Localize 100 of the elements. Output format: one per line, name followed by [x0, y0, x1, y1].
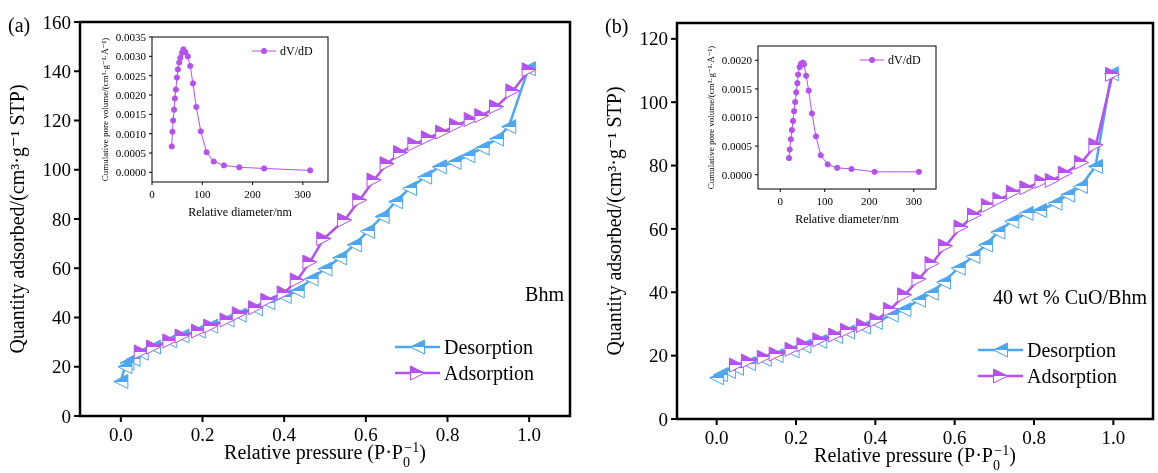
point: [1004, 213, 1020, 229]
point: [505, 83, 521, 99]
x-tick-label: 0.0: [704, 427, 729, 449]
point: [420, 130, 436, 146]
point: [261, 165, 268, 172]
y-tick-label: 160: [42, 11, 71, 33]
y-tick-label: 0.0020: [721, 54, 753, 67]
point: [1074, 154, 1090, 170]
y-tick-label: 0: [658, 408, 668, 430]
x-tick-label: 100: [816, 194, 834, 207]
point: [346, 237, 362, 253]
point: [923, 285, 939, 301]
y-tick-label: 0.0005: [721, 139, 753, 152]
y-tick-label: 120: [639, 28, 668, 50]
point: [1087, 159, 1103, 175]
point: [789, 117, 797, 125]
y-tick-label: 60: [649, 218, 668, 240]
legend-label: Adsorption: [1027, 365, 1117, 388]
point: [302, 254, 318, 270]
point: [337, 212, 353, 228]
point: [359, 223, 375, 239]
y-axis-title: Quantity adsorbed/(cm³·g⁻¹ STP): [6, 84, 29, 354]
point: [897, 287, 913, 303]
point: [785, 155, 793, 162]
point: [289, 272, 305, 288]
y-tick-label: 80: [52, 208, 71, 230]
point: [1088, 137, 1104, 153]
y-axis-title: Quantity adsorbed/(cm³·g⁻¹ STP): [603, 86, 626, 356]
legend-label: dV/dD: [280, 44, 313, 59]
point: [848, 165, 855, 173]
point: [174, 66, 181, 73]
point: [220, 162, 228, 169]
point: [393, 145, 409, 161]
x-tick-label: 0: [777, 194, 784, 207]
point: [938, 238, 954, 254]
point: [992, 191, 1008, 207]
point: [786, 146, 793, 153]
y-tick-label: 0.0015: [721, 82, 753, 95]
x-tick-label: 0.4: [272, 424, 297, 446]
point: [417, 169, 433, 185]
y-tick-label: 40: [52, 307, 71, 329]
y-tick-label: 40: [649, 281, 668, 303]
point: [307, 167, 314, 174]
x-tick-label: 1.0: [1101, 427, 1126, 449]
y-tick-label: 0.0010: [115, 127, 147, 140]
point: [388, 194, 404, 210]
point: [817, 152, 824, 159]
point: [915, 168, 922, 175]
x-tick-label: 0: [149, 187, 156, 200]
point: [173, 74, 180, 81]
x-tick-label: 0.8: [435, 424, 460, 446]
point: [812, 133, 820, 140]
chart-title: (b): [605, 15, 629, 38]
point: [501, 119, 517, 135]
point: [978, 237, 994, 253]
y-tick-label: 140: [42, 60, 71, 82]
point: [793, 89, 800, 96]
point: [197, 128, 204, 135]
y-tick-label: 0.0015: [115, 108, 147, 121]
point: [303, 271, 319, 287]
point: [113, 374, 129, 390]
point: [1005, 184, 1021, 200]
point: [402, 180, 418, 196]
annotation: Bhm: [525, 283, 565, 305]
x-tick-label: 1.0: [517, 424, 542, 446]
point: [1072, 178, 1088, 194]
point: [176, 59, 183, 66]
y-tick-label: 0.0010: [721, 111, 753, 124]
x-tick-label: 100: [194, 187, 212, 200]
annotation: 40 wt % CuO/Bhm: [993, 286, 1148, 308]
point: [236, 164, 243, 171]
point: [489, 131, 504, 147]
x-tick-label: 200: [861, 194, 878, 207]
y-tick-label: 0.0025: [115, 69, 147, 82]
point: [379, 156, 395, 172]
point: [187, 62, 194, 70]
point: [316, 231, 332, 247]
point: [203, 149, 210, 156]
y-tick-label: 60: [52, 257, 71, 279]
point: [990, 224, 1006, 240]
point: [448, 117, 464, 133]
point: [276, 285, 292, 301]
point: [184, 53, 191, 60]
legend-label: dV/dD: [888, 53, 921, 68]
point: [460, 148, 476, 164]
point: [474, 108, 490, 124]
y-axis-title: Cumulative pore volume/(cm³·g⁻¹·Å⁻¹): [706, 45, 716, 190]
y-tick-label: 0.0000: [721, 168, 753, 181]
point: [1060, 187, 1076, 203]
point: [407, 136, 423, 152]
point: [352, 192, 368, 208]
point: [1018, 205, 1034, 221]
y-tick-label: 20: [52, 356, 71, 378]
point: [169, 128, 176, 135]
point: [1044, 172, 1060, 188]
point: [172, 86, 179, 93]
point: [824, 161, 831, 168]
point: [924, 255, 940, 271]
y-tick-label: 20: [649, 345, 668, 367]
x-axis-title: Relative diameter/nm: [188, 205, 293, 219]
